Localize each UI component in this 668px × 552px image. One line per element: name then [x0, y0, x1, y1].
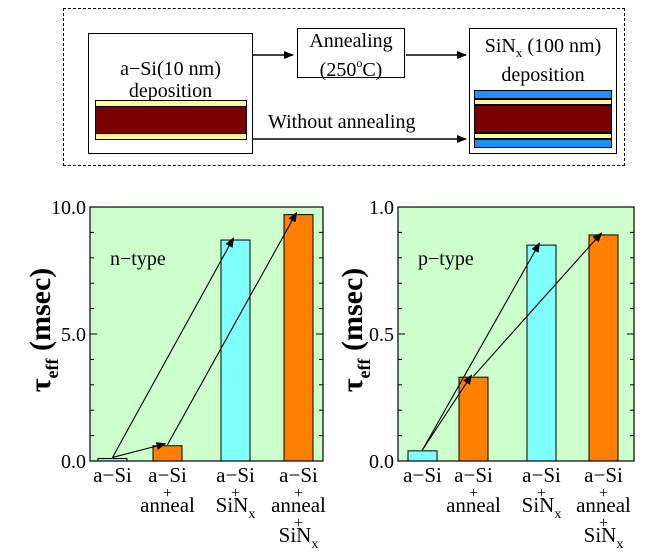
y-axis-label: τeff (msec) — [24, 268, 62, 393]
chart-annotation: p−type — [418, 248, 474, 270]
step3-layer-top — [474, 99, 612, 105]
trend-arrow — [167, 211, 297, 446]
x-tick-label: SiNx — [584, 523, 624, 552]
x-tick-label: + — [537, 485, 546, 502]
y-tick-label: 5.0 — [61, 324, 86, 346]
bar-2 — [458, 376, 489, 462]
bar-3 — [526, 244, 557, 462]
y-tick-label: 0.0 — [369, 451, 394, 473]
x-tick-label: a−Si — [584, 463, 623, 487]
step1-line1: a−Si(10 nm) — [120, 58, 221, 80]
x-tick-label: + — [599, 515, 608, 532]
diagram-arrows — [253, 51, 467, 143]
step3-label: SiNx (100 nm) deposition — [469, 35, 617, 86]
bypass-label: Without annealing — [268, 111, 416, 133]
bar-4 — [283, 214, 314, 462]
y-tick-label: 1.0 — [369, 197, 394, 219]
y-tick-label: 0.5 — [369, 324, 394, 346]
x-tick-label: a−Si — [148, 463, 187, 487]
x-tick-label: + — [231, 485, 240, 502]
x-tick-label: anneal — [446, 493, 501, 517]
x-tick-label: + — [294, 515, 303, 532]
x-tick-label: anneal — [140, 493, 195, 517]
step1-line2: deposition — [128, 80, 213, 102]
x-tick-label: + — [469, 485, 478, 502]
step1-label: a−Si(10 nm) deposition — [88, 58, 253, 102]
trend-arrow — [422, 242, 540, 451]
x-tick-label: anneal — [576, 493, 631, 517]
y-tick-label: 10.0 — [51, 197, 86, 219]
bar-2 — [152, 445, 183, 462]
trend-arrow — [112, 442, 167, 458]
step3-line1: SiNx (100 nm) — [484, 35, 602, 60]
trend-arrow — [422, 374, 473, 451]
step2-label: Annealing (250oC) — [297, 30, 405, 81]
x-tick-label: SiNx — [216, 493, 256, 522]
x-tick-label: + — [163, 485, 172, 502]
x-tick-label: SiNx — [522, 493, 562, 522]
x-tick-label: a−Si — [279, 463, 318, 487]
bar-4 — [588, 234, 619, 462]
step2-line1: Annealing — [309, 30, 393, 52]
chart-annotation: n−type — [110, 248, 166, 270]
x-tick-label: a−Si — [403, 463, 442, 487]
step1-substrate — [95, 106, 247, 134]
bar-1 — [407, 450, 438, 462]
x-tick-label: a−Si — [216, 463, 255, 487]
step2-line2: (250oC) — [319, 56, 383, 81]
y-axis-label: τeff (msec) — [336, 268, 374, 393]
step3-line2: deposition — [501, 64, 585, 86]
step3-substrate — [474, 105, 612, 133]
diagram-dashed-frame — [63, 8, 625, 166]
step1-layer-bottom — [95, 133, 247, 140]
step3-sinx-bottom — [474, 139, 612, 148]
x-tick-label: a−Si — [522, 463, 561, 487]
step3-layer-bottom — [474, 133, 612, 139]
bar-3 — [220, 239, 251, 462]
x-tick-label: a−Si — [93, 463, 132, 487]
x-tick-label: a−Si — [454, 463, 493, 487]
y-tick-label: 0.0 — [61, 451, 86, 473]
step2-box — [297, 28, 405, 78]
step3-sinx-top — [474, 90, 612, 99]
x-tick-label: + — [599, 485, 608, 502]
x-tick-label: anneal — [271, 493, 326, 517]
x-tick-label: SiNx — [279, 523, 319, 552]
trend-arrow — [112, 237, 234, 458]
trend-arrow — [473, 232, 603, 377]
x-tick-label: + — [294, 485, 303, 502]
